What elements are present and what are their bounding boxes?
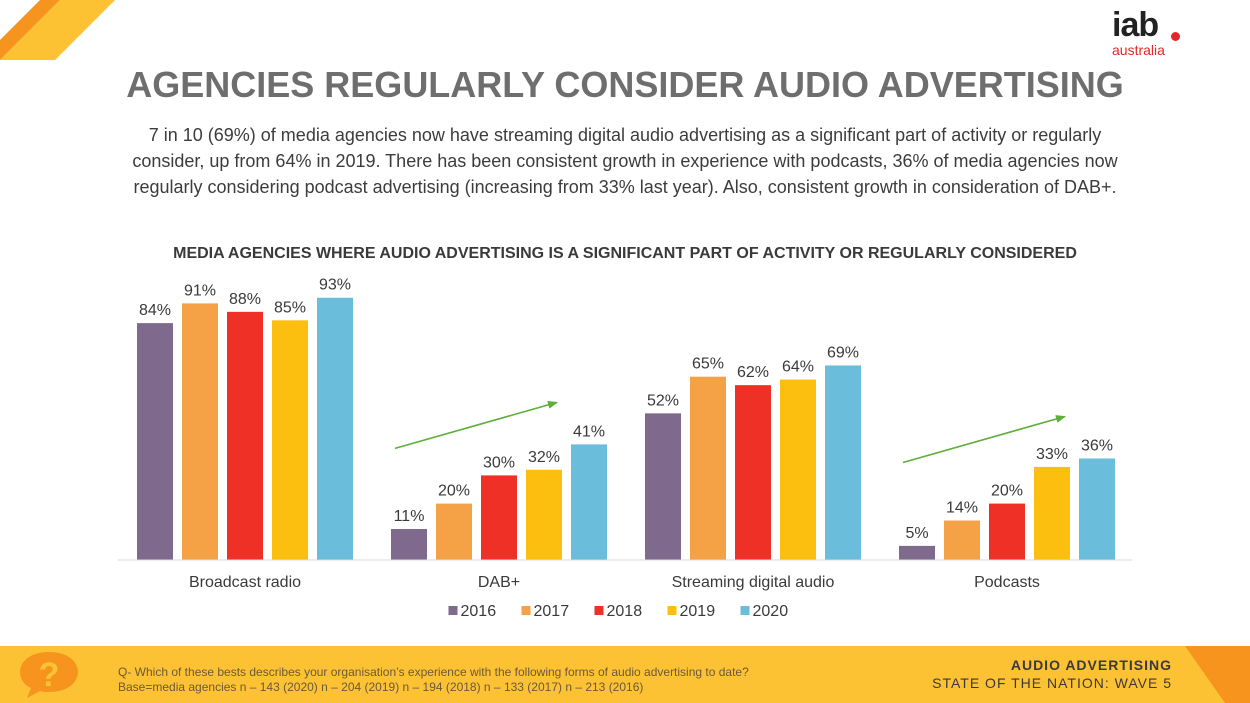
bar-streaming-digital-audio-2019 — [780, 379, 816, 560]
bar-dab--2019 — [526, 469, 562, 560]
x-tick-label: DAB+ — [478, 574, 520, 591]
data-label: 52% — [647, 392, 679, 409]
data-label: 84% — [139, 302, 171, 319]
bar-broadcast-radio-2020 — [317, 297, 353, 560]
bar-podcasts-2017 — [944, 520, 980, 560]
logo-dot — [1171, 32, 1180, 41]
x-tick-label: Broadcast radio — [189, 574, 301, 591]
data-label: 65% — [692, 356, 724, 373]
data-label: 20% — [991, 483, 1023, 500]
legend-label: 2017 — [534, 603, 570, 620]
logo-text: iab — [1112, 6, 1159, 44]
page-title: AGENCIES REGULARLY CONSIDER AUDIO ADVERT… — [126, 64, 1124, 105]
x-tick-label: Streaming digital audio — [672, 574, 835, 591]
chart-title: MEDIA AGENCIES WHERE AUDIO ADVERTISING I… — [173, 245, 1077, 262]
legend-swatch — [667, 606, 677, 615]
data-label: 41% — [573, 423, 605, 440]
footer-base: Base=media agencies n – 143 (2020) n – 2… — [118, 680, 644, 694]
corner-decoration — [0, 0, 115, 60]
bar-streaming-digital-audio-2016 — [645, 413, 681, 560]
intro-line-2: consider, up from 64% in 2019. There has… — [132, 151, 1118, 171]
data-label: 20% — [438, 483, 470, 500]
logo-subtext: australia — [1112, 42, 1165, 58]
intro-line-3: regularly considering podcast advertisin… — [133, 177, 1117, 197]
bar-streaming-digital-audio-2018 — [735, 385, 771, 560]
bar-chart: MEDIA AGENCIES WHERE AUDIO ADVERTISING I… — [118, 245, 1132, 620]
data-label: 5% — [905, 525, 928, 542]
bar-podcasts-2020 — [1079, 458, 1115, 560]
data-label: 33% — [1036, 446, 1068, 463]
legend-swatch — [521, 606, 531, 615]
bar-broadcast-radio-2018 — [227, 311, 263, 560]
data-label: 93% — [319, 277, 351, 294]
footer-report-name: STATE OF THE NATION: WAVE 5 — [932, 675, 1172, 691]
bar-streaming-digital-audio-2017 — [690, 376, 726, 560]
legend-label: 2019 — [680, 603, 716, 620]
footer-question: Q- Which of these bests describes your o… — [118, 665, 749, 679]
data-label: 11% — [394, 508, 425, 525]
legend-swatch — [448, 606, 458, 615]
bar-broadcast-radio-2017 — [182, 303, 218, 560]
corner-decoration-bottom — [1185, 646, 1250, 703]
data-label: 32% — [528, 449, 560, 466]
bar-broadcast-radio-2016 — [137, 323, 173, 560]
legend-label: 2020 — [753, 603, 789, 620]
bar-streaming-digital-audio-2020 — [825, 365, 861, 560]
footer-branding: AUDIO ADVERTISING STATE OF THE NATION: W… — [932, 656, 1172, 692]
bar-broadcast-radio-2019 — [272, 320, 308, 560]
legend-label: 2018 — [607, 603, 643, 620]
help-symbol: ? — [39, 656, 60, 694]
bar-podcasts-2016 — [899, 545, 935, 560]
bar-dab--2018 — [481, 475, 517, 560]
chart-bars: 84% 91% 88% 85% 93% 11% 20% 30% 32% 41% 52% 65% 62% 6… — [137, 277, 1115, 560]
data-label: 36% — [1081, 437, 1113, 454]
trend-arrows — [394, 400, 1066, 464]
data-label: 88% — [229, 291, 261, 308]
chart-legend: 2016 2017 2018 2019 2020 — [448, 603, 789, 620]
trend-arrow — [902, 415, 1066, 464]
data-label: 85% — [274, 299, 306, 316]
data-label: 14% — [946, 500, 978, 517]
data-label: 64% — [782, 359, 814, 376]
iab-australia-logo: iab australia — [1112, 8, 1184, 60]
legend-label: 2016 — [461, 603, 497, 620]
data-label: 69% — [827, 344, 859, 361]
bar-podcasts-2018 — [989, 503, 1025, 560]
bar-podcasts-2019 — [1034, 466, 1070, 560]
data-label: 62% — [737, 364, 769, 381]
bar-dab--2016 — [391, 528, 427, 560]
x-axis-labels: Broadcast radio DAB+ Streaming digital aud… — [189, 574, 1040, 591]
intro-paragraph: 7 in 10 (69%) of media agencies now have… — [40, 122, 1210, 200]
data-label: 91% — [184, 282, 216, 299]
data-label: 30% — [483, 454, 515, 471]
footer-note: Q- Which of these bests describes your o… — [118, 665, 749, 695]
bar-dab--2017 — [436, 503, 472, 560]
x-tick-label: Podcasts — [974, 574, 1040, 591]
footer-section-title: AUDIO ADVERTISING — [1010, 657, 1172, 673]
legend-swatch — [594, 606, 604, 615]
footer-bar — [0, 646, 1250, 703]
bar-dab--2020 — [571, 444, 607, 560]
question-bubble-icon: ? — [20, 652, 78, 698]
trend-arrow — [394, 400, 558, 450]
intro-line-1: 7 in 10 (69%) of media agencies now have… — [148, 125, 1102, 145]
legend-swatch — [740, 606, 750, 615]
